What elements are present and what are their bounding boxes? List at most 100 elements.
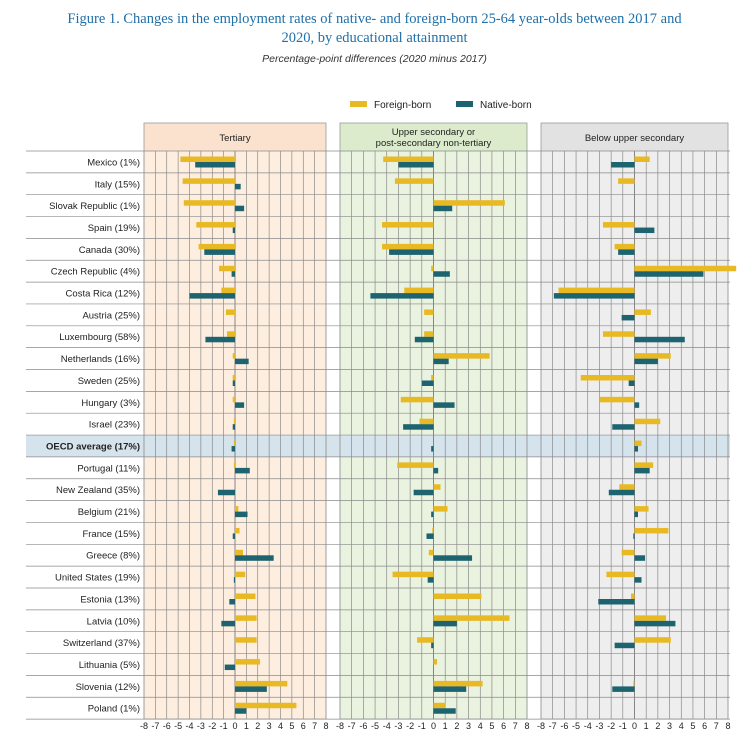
bar-native-new-zealand-35 [413, 489, 434, 496]
bar-native-netherlands-16 [433, 358, 449, 365]
bar-foreign-canada-30 [382, 243, 434, 250]
bar-native-austria-25 [621, 314, 635, 321]
bar-foreign-slovenia-12 [433, 680, 483, 687]
x-tick-label: 8 [524, 721, 529, 731]
bar-native-hungary-3 [433, 402, 455, 408]
x-tick-label: -8 [336, 721, 344, 731]
bar-native-netherlands-16 [634, 358, 658, 365]
bar-native-costa-rica-12 [189, 293, 235, 299]
x-tick-label: 0 [431, 721, 436, 731]
bar-foreign-latvia-10 [235, 615, 257, 621]
bar-native-estonia-13 [598, 599, 635, 605]
bar-native-united-states-19 [427, 577, 434, 583]
bar-native-netherlands-16 [235, 358, 249, 365]
bar-native-new-zealand-35 [608, 489, 635, 496]
bar-native-czech-republic-4 [634, 271, 704, 277]
legend-label-native: Native-born [480, 100, 532, 111]
x-tick-label: -6 [163, 721, 171, 731]
bar-foreign-oecd-average-17 [233, 440, 235, 447]
bar-foreign-hungary-3 [232, 396, 235, 403]
x-tick-label: 7 [714, 721, 719, 731]
bar-native-portugal-11 [433, 467, 439, 474]
bar-foreign-switzerland-37 [235, 637, 257, 643]
category-label-italy-15: Italy (15%) [95, 179, 140, 190]
category-label-slovak-republic-1: Slovak Republic (1%) [49, 201, 140, 212]
bar-foreign-sweden-25 [431, 375, 434, 381]
panel-header-bg [144, 123, 326, 151]
x-tick-label: -1 [619, 721, 627, 731]
category-label-spain-19: Spain (19%) [88, 223, 140, 234]
category-label-slovenia-12: Slovenia (12%) [76, 682, 140, 693]
panel-header-line-2: post-secondary non-tertiary [376, 138, 492, 149]
bar-native-united-states-19 [233, 577, 235, 583]
category-label-united-states-19: United States (19%) [55, 573, 140, 584]
x-tick-label: 4 [679, 721, 684, 731]
bar-native-hungary-3 [634, 402, 640, 408]
bar-foreign-poland-1 [235, 702, 297, 709]
bar-native-poland-1 [433, 708, 456, 714]
bar-native-costa-rica-12 [370, 293, 434, 299]
bar-native-poland-1 [235, 708, 247, 714]
bar-foreign-portugal-11 [397, 462, 434, 468]
x-tick-label: 5 [489, 721, 494, 731]
bar-foreign-latvia-10 [634, 615, 667, 621]
bar-native-slovenia-12 [433, 686, 467, 692]
category-label-switzerland-37: Switzerland (37%) [63, 638, 140, 649]
bar-foreign-united-states-19 [235, 571, 246, 578]
category-label-czech-republic-4: Czech Republic (4%) [51, 267, 140, 278]
bar-foreign-new-zealand-35 [619, 484, 635, 490]
x-tick-label: -5 [371, 721, 379, 731]
x-tick-label: 1 [644, 721, 649, 731]
x-tick-label: 5 [289, 721, 294, 731]
bar-foreign-greece-8 [235, 549, 243, 556]
x-tick-label: 6 [702, 721, 707, 731]
bar-foreign-france-15 [432, 527, 434, 534]
bar-foreign-belgium-21 [235, 506, 239, 512]
bar-native-lithuania-5 [224, 664, 235, 671]
bar-foreign-italy-15 [182, 178, 235, 184]
chart-title: Figure 1. Changes in the employment rate… [0, 10, 749, 48]
panel-header-bg [340, 123, 527, 151]
bar-native-france-15 [232, 533, 235, 539]
bar-foreign-sweden-25 [580, 375, 635, 381]
category-label-latvia-10: Latvia (10%) [87, 616, 140, 627]
chart-title-line-1: Figure 1. Changes in the employment rate… [67, 11, 682, 27]
bar-native-switzerland-37 [431, 642, 434, 649]
bar-native-canada-30 [204, 249, 235, 255]
bar-foreign-latvia-10 [433, 615, 510, 621]
x-tick-label: -5 [572, 721, 580, 731]
bar-native-estonia-13 [229, 599, 235, 605]
x-tick-label: -7 [549, 721, 557, 731]
x-tick-label: 3 [267, 721, 272, 731]
bar-foreign-spain-19 [602, 222, 635, 228]
x-tick-label: -1 [220, 721, 228, 731]
category-label-luxembourg-58: Luxembourg (58%) [59, 332, 140, 343]
category-label-estonia-13: Estonia (13%) [80, 594, 140, 605]
bar-native-mexico-1 [611, 162, 635, 168]
bar-native-greece-8 [433, 555, 473, 561]
bar-native-spain-19 [634, 227, 655, 234]
bar-native-italy-15 [235, 183, 241, 190]
x-tick-label: -1 [418, 721, 426, 731]
bar-native-switzerland-37 [614, 642, 635, 649]
bar-native-slovenia-12 [235, 686, 267, 692]
bar-foreign-slovenia-12 [633, 680, 635, 687]
x-tick-label: -6 [359, 721, 367, 731]
bar-foreign-lithuania-5 [433, 659, 438, 665]
bar-foreign-belgium-21 [634, 506, 649, 512]
bar-native-belgium-21 [431, 511, 434, 518]
bar-foreign-greece-8 [428, 549, 434, 556]
legend: Foreign-born Native-born [350, 100, 532, 111]
bar-foreign-estonia-13 [630, 593, 635, 599]
bar-foreign-mexico-1 [180, 156, 235, 162]
x-tick-label: 1 [443, 721, 448, 731]
bar-foreign-france-15 [235, 527, 240, 534]
panel-header-title: Below upper secondary [585, 133, 685, 144]
bar-foreign-costa-rica-12 [404, 287, 434, 294]
panel-tertiary: Tertiary -8 -7 -6 -5 -4 -3 -2 -1 0 1 2 3 4 5 6 7 8 [140, 122, 329, 731]
bar-foreign-united-states-19 [606, 571, 635, 578]
x-tick-label: 7 [312, 721, 317, 731]
bar-foreign-estonia-13 [235, 593, 256, 599]
x-tick-label: -4 [584, 721, 592, 731]
